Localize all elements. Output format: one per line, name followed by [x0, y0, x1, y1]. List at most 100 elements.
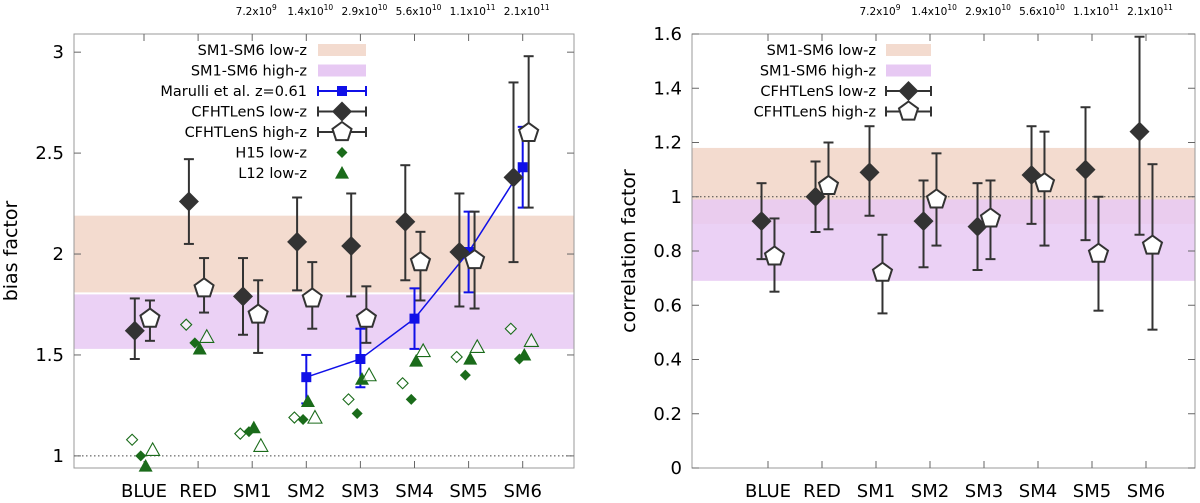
y-axis-title: correlation factor	[618, 169, 640, 333]
legend-marker	[898, 81, 919, 101]
data-point-red	[189, 337, 201, 349]
data-point-sm3	[355, 372, 370, 385]
legend: SM1-SM6 low-z SM1-SM6 high-z CFHTLenS low-…	[754, 43, 932, 121]
category-label-sm3: SM3	[341, 481, 379, 502]
data-point-sm2	[301, 372, 312, 383]
data-point-sm6	[523, 332, 540, 347]
y-axis-title: bias factor	[0, 201, 22, 302]
band-high-z	[692, 199, 1195, 281]
category-label-sm6: SM6	[1127, 481, 1165, 502]
data-point-sm1	[234, 427, 247, 440]
plot-frame	[73, 33, 575, 469]
data-point-blue	[138, 458, 153, 472]
category-label-sm2: SM2	[287, 481, 325, 502]
y-tick-label: 1.4	[653, 78, 682, 99]
category-label-sm2: SM2	[911, 481, 949, 502]
data-point-sm2	[288, 411, 301, 424]
data-point-red	[805, 186, 826, 207]
legend-marker	[897, 100, 920, 121]
data-point-sm6	[503, 167, 524, 188]
category-label-sm6: SM6	[503, 481, 541, 502]
y-tick-label: 0.2	[653, 404, 682, 425]
data-point-sm6	[517, 347, 532, 361]
data-point-blue	[124, 320, 145, 341]
category-label-blue: BLUE	[745, 481, 791, 502]
legend-swatch	[886, 64, 931, 77]
category-label-sm3: SM3	[965, 481, 1003, 502]
y-tick-label: 1	[671, 187, 682, 208]
category-label-sm5: SM5	[449, 481, 487, 502]
data-point-sm1	[252, 437, 269, 452]
category-label-sm1: SM1	[857, 481, 895, 502]
y-tick-label: 0.6	[653, 295, 682, 316]
series-cfhtlens-high-z	[139, 55, 540, 354]
data-point-sm5	[463, 351, 478, 365]
legend-swatch	[318, 44, 366, 56]
legend-marker	[335, 166, 349, 179]
y-tick-label: 1.6	[653, 24, 682, 45]
data-point-sm3	[351, 407, 363, 419]
legend-label: SM1-SM6 low-z	[767, 43, 876, 59]
data-point-sm4	[405, 393, 417, 405]
legend-label: SM1-SM6 low-z	[198, 43, 307, 59]
series-l12-high-z	[144, 328, 540, 456]
legend-label: CFHTLenS high-z	[185, 125, 307, 141]
data-point-sm5	[469, 338, 486, 354]
legend-label: CFHTLenS high-z	[754, 105, 876, 121]
data-point-red	[817, 174, 840, 195]
data-point-sm1	[859, 162, 880, 183]
stellar-mass-label: 2.9x1010	[341, 3, 387, 18]
y-tick-label: 1.5	[35, 345, 64, 366]
category-label-blue: BLUE	[121, 481, 167, 502]
data-point-sm5	[450, 350, 463, 364]
legend-label: CFHTLenS low-z	[191, 105, 307, 121]
category-label-sm1: SM1	[233, 481, 271, 502]
legend-marker	[337, 86, 347, 96]
category-label-sm4: SM4	[395, 481, 433, 502]
data-point-sm1	[247, 303, 269, 324]
data-point-red	[198, 328, 215, 343]
data-point-sm6	[517, 121, 540, 142]
data-point-sm3	[979, 207, 1002, 228]
series-cfhtlens-low-z	[124, 81, 524, 360]
data-point-blue	[144, 441, 161, 456]
category-label-red: RED	[179, 481, 217, 502]
data-point-blue	[139, 307, 161, 328]
category-label-red: RED	[803, 481, 841, 502]
legend-label: SM1-SM6 high-z	[191, 64, 307, 80]
y-tick-label: 1	[53, 446, 64, 467]
correlation-factor-panel: 0 0.2 0.4 0.6 0.8 1 1.2 1.4 1.6 BLUE RED SM1 SM2 SM3 S…	[618, 3, 1196, 502]
data-point-sm4	[409, 250, 432, 272]
bias-factor-panel: 1 1.5 2 2.5 3 BLUE RED SM1 SM2 SM3 SM4 SM5 SM6 7.2x10…	[0, 3, 575, 502]
data-point-sm2	[297, 414, 309, 426]
data-point-sm2	[925, 188, 948, 209]
data-point-sm5	[459, 369, 471, 381]
stellar-mass-label: 2.1x1011	[504, 3, 550, 18]
data-point-sm2	[307, 409, 323, 424]
data-point-red	[179, 318, 193, 331]
data-point-sm6	[1129, 121, 1150, 142]
legend-marker	[336, 147, 348, 158]
data-point-sm1	[233, 286, 254, 307]
series-cfhtlens-low-z	[751, 35, 1150, 271]
legend-marker	[331, 120, 353, 142]
stellar-mass-label: 1.4x1010	[287, 3, 333, 18]
legend-swatch	[318, 64, 366, 77]
series-h15-low-z	[135, 337, 525, 462]
data-point-sm5	[1075, 159, 1096, 180]
data-point-sm6	[517, 162, 528, 173]
category-label-sm5: SM5	[1073, 481, 1111, 502]
y-tick-label: 0.8	[653, 241, 682, 262]
data-point-sm4	[1033, 171, 1056, 193]
legend: SM1-SM6 low-z SM1-SM6 high-z Marulli et al…	[160, 43, 367, 182]
legend-label: H15 low-z	[235, 146, 307, 162]
stellar-mass-label: 2.1x1011	[1127, 3, 1173, 18]
data-point-sm3	[355, 353, 366, 364]
data-point-sm2	[301, 287, 323, 308]
stellar-mass-label: 1.1x1011	[1073, 3, 1119, 18]
stellar-mass-label: 1.4x1010	[911, 3, 957, 18]
stellar-mass-label: 5.6x1010	[1019, 3, 1065, 18]
legend-label: L12 low-z	[238, 166, 307, 182]
data-point-sm6	[1141, 234, 1164, 255]
